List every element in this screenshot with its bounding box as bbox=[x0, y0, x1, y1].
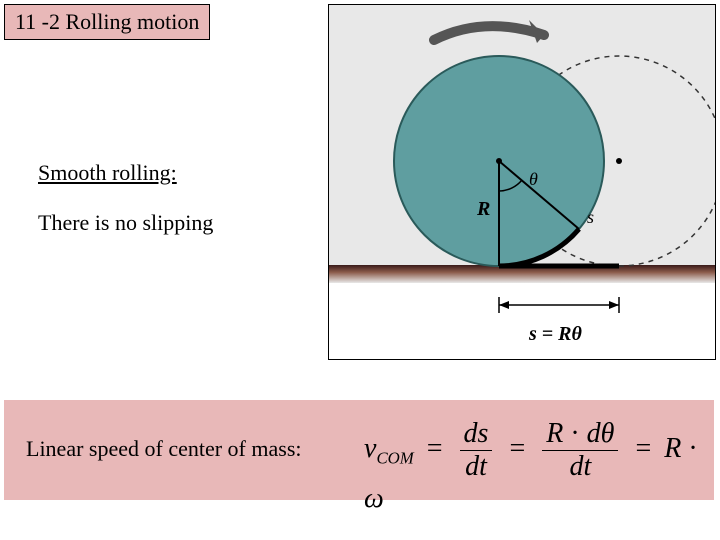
dim-arrow-left bbox=[499, 301, 509, 309]
v-subscript: COM bbox=[376, 449, 413, 468]
equals-1: = bbox=[427, 433, 443, 464]
R-final: R bbox=[664, 433, 681, 464]
center-dot-future bbox=[616, 158, 622, 164]
dim-arrow-right bbox=[609, 301, 619, 309]
section-title: 11 -2 Rolling motion bbox=[4, 4, 210, 40]
frac-ds-dt: ds dt bbox=[460, 418, 493, 483]
formula-label: Linear speed of center of mass: bbox=[26, 436, 302, 462]
frac-rdtheta-dt: R · dθ dt bbox=[542, 418, 618, 483]
v-symbol: v bbox=[364, 433, 376, 464]
motion-arrow-shaft bbox=[434, 26, 544, 40]
no-slipping-label: There is no slipping bbox=[38, 210, 213, 236]
R-label: R bbox=[476, 198, 490, 220]
smooth-rolling-label: Smooth rolling: bbox=[38, 160, 177, 186]
theta-label: θ bbox=[529, 169, 538, 189]
title-text: 11 -2 Rolling motion bbox=[15, 9, 199, 34]
formula-panel: Linear speed of center of mass: vCOM = d… bbox=[4, 400, 714, 500]
equals-2: = bbox=[509, 433, 525, 464]
s-label: s bbox=[587, 207, 594, 227]
equals-3: = bbox=[635, 433, 651, 464]
arc-equation: s = Rθ bbox=[528, 323, 583, 345]
dot-final: · bbox=[688, 433, 697, 464]
rolling-figure: R θ s s = Rθ bbox=[328, 4, 716, 360]
omega-symbol: ω bbox=[364, 483, 384, 514]
figure-svg: R θ s s = Rθ bbox=[329, 5, 715, 359]
formula-equation: vCOM = ds dt = R · dθ dt = R · ω bbox=[364, 418, 714, 515]
